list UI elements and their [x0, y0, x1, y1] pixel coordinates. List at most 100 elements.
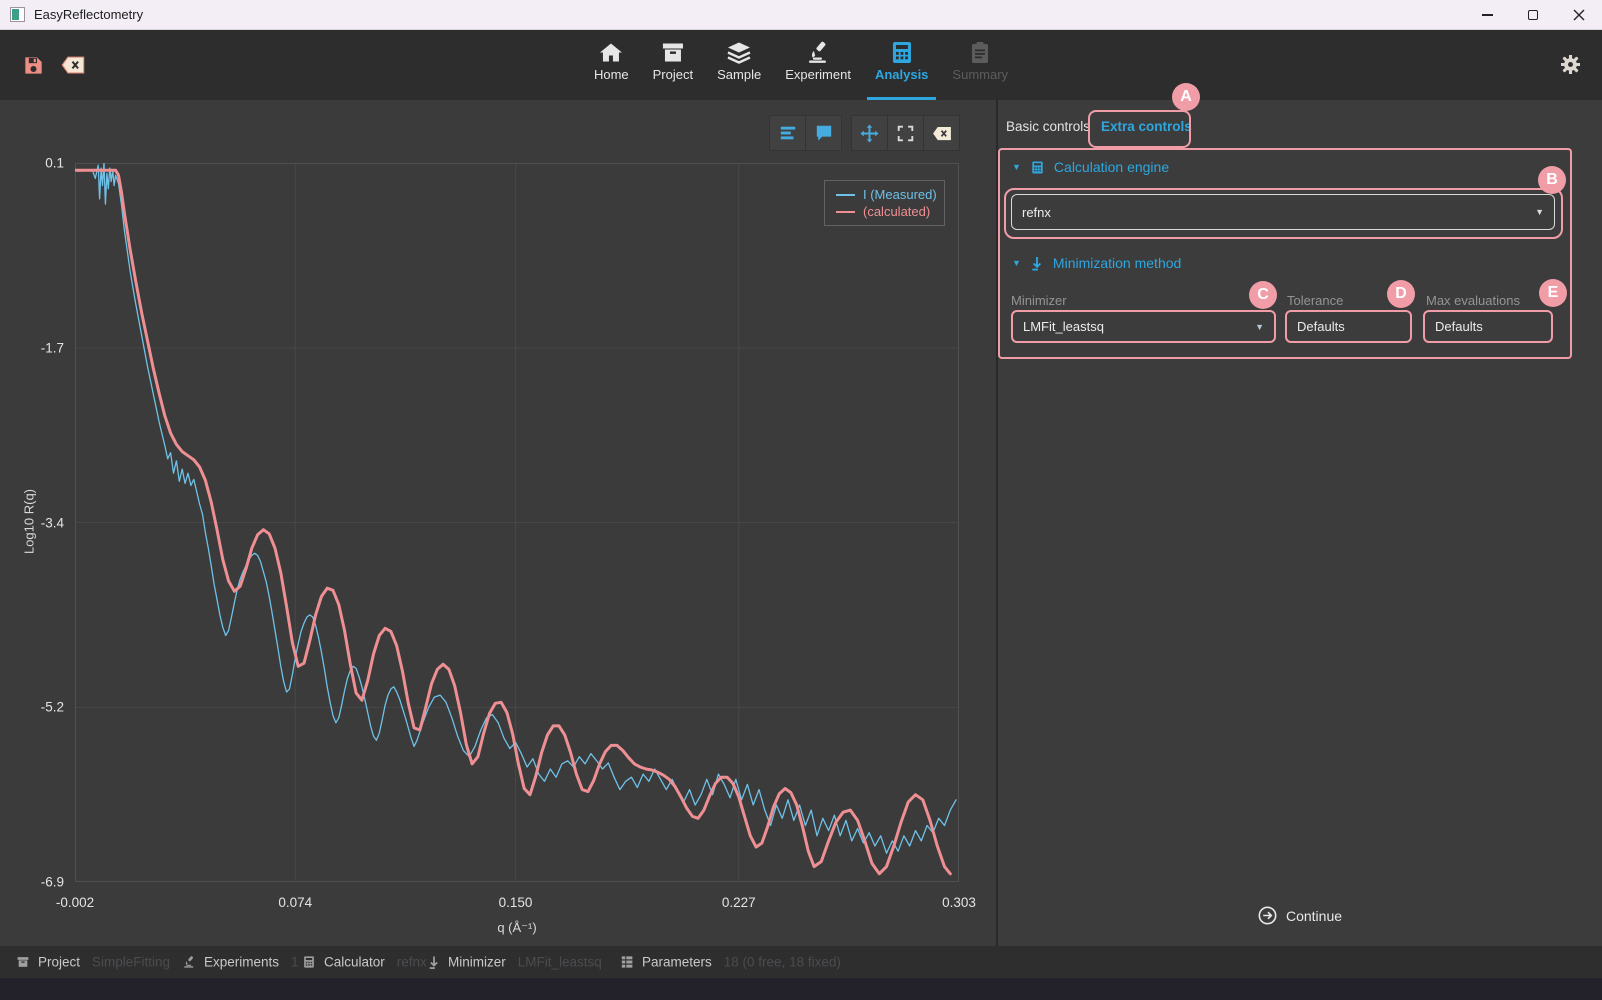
calculator-icon: [304, 956, 314, 968]
tab-sample[interactable]: Sample: [717, 41, 761, 82]
chart-panel: Log10 R(q) q (Å⁻¹) I (Measured) (calcula…: [0, 100, 996, 946]
legend-label: I (Measured): [863, 187, 937, 202]
x-tick-label: 0.074: [278, 895, 313, 910]
tab-analysis[interactable]: Analysis: [866, 41, 937, 100]
microscope-icon: [809, 41, 827, 63]
settings-button[interactable]: [1560, 54, 1581, 79]
home-icon: [600, 43, 623, 62]
tolerance-input[interactable]: Defaults: [1285, 310, 1412, 343]
tolerance-label: Tolerance: [1287, 293, 1344, 308]
calculated-line-swatch: [836, 210, 855, 213]
minimize-button[interactable]: [1464, 0, 1510, 29]
nav-label: Experiment: [785, 67, 851, 82]
calculation-engine-header[interactable]: ▼ Calculation engine: [1012, 159, 1169, 175]
status-label: Calculator: [324, 954, 385, 970]
status-experiments[interactable]: Experiments 1: [182, 955, 299, 970]
tab-experiment[interactable]: Experiment: [785, 41, 851, 82]
selected-engine: refnx: [1022, 204, 1051, 220]
window-bottom-edge: [0, 978, 1602, 1000]
app-icon: [10, 7, 25, 22]
nav-label: Analysis: [874, 67, 929, 82]
annotation-badge-b: B: [1538, 166, 1566, 194]
plot-toolbar: [769, 115, 960, 151]
max-evaluations-input[interactable]: Defaults: [1423, 310, 1553, 343]
main-toolbar: Home Project Sample Experiment: [0, 30, 1602, 100]
status-label: Project: [38, 954, 81, 970]
continue-label: Continue: [1285, 907, 1343, 924]
status-value: 18 (0 free, 18 fixed): [723, 954, 841, 970]
project-box-icon: [17, 957, 29, 967]
status-project[interactable]: Project SimpleFitting: [16, 955, 170, 970]
minimize-icon: [1481, 13, 1493, 16]
legend-item-calculated[interactable]: (calculated): [836, 204, 944, 219]
clear-axes-button[interactable]: [923, 115, 960, 151]
reflectivity-plot[interactable]: [75, 163, 959, 882]
close-icon: [1573, 9, 1585, 20]
comment-icon: [816, 125, 831, 141]
tab-home[interactable]: Home: [594, 41, 629, 82]
tab-project[interactable]: Project: [653, 41, 693, 82]
tab-extra-controls[interactable]: Extra controls: [1101, 119, 1192, 134]
legend-item-measured[interactable]: I (Measured): [836, 187, 944, 202]
chevron-down-icon: ▼: [1012, 258, 1021, 268]
tab-basic-controls[interactable]: Basic controls: [1006, 119, 1091, 134]
max-evaluations-label: Max evaluations: [1426, 293, 1520, 308]
window-title: EasyReflectometry: [34, 7, 144, 22]
minimizer-select[interactable]: LMFit_leastsq ▼: [1011, 310, 1276, 343]
arrow-right-circle-icon: [1258, 906, 1277, 925]
y-tick-label: -5.2: [40, 699, 64, 715]
clear-axes-icon: [932, 126, 951, 140]
y-tick-label: -1.7: [40, 340, 64, 356]
annotation-badge-c: C: [1249, 281, 1277, 309]
chevron-down-icon: ▼: [1012, 162, 1021, 172]
traces-button[interactable]: [769, 115, 806, 151]
status-parameters[interactable]: Parameters 18 (0 free, 18 fixed): [620, 955, 841, 970]
tab-summary: Summary: [952, 41, 1008, 82]
calculator-icon: [892, 42, 911, 63]
status-bar: Project SimpleFitting Experiments 1 Calc…: [0, 946, 1602, 978]
y-tick-label: 0.1: [45, 155, 64, 171]
max-evaluations-value: Defaults: [1435, 319, 1483, 334]
clipboard-icon: [972, 42, 989, 63]
measured-line-swatch: [836, 193, 855, 196]
gear-icon: [1560, 54, 1581, 75]
close-button[interactable]: [1556, 0, 1602, 29]
x-tick-label: 0.227: [721, 895, 756, 910]
calculation-engine-select[interactable]: refnx ▼: [1011, 194, 1555, 230]
continue-button[interactable]: Continue: [998, 906, 1602, 925]
section-title: Calculation engine: [1053, 159, 1170, 175]
maximize-button[interactable]: [1510, 0, 1556, 29]
clear-icon: [61, 56, 85, 74]
x-tick-label: 0.150: [498, 895, 533, 910]
plot-legend: I (Measured) (calculated): [824, 180, 945, 226]
project-box-icon: [662, 43, 683, 62]
parameters-table-icon: [621, 956, 633, 968]
minimizer-arrow-icon: [429, 956, 438, 969]
maximize-icon: [1528, 9, 1538, 20]
status-label: Parameters: [642, 954, 712, 970]
nav-label: Summary: [952, 67, 1009, 82]
annotation-badge-a: A: [1172, 83, 1200, 111]
fullscreen-icon: [897, 125, 914, 141]
tolerance-value: Defaults: [1297, 319, 1345, 334]
status-value: 1: [291, 954, 299, 970]
save-button[interactable]: [20, 53, 46, 77]
comment-button[interactable]: [805, 115, 842, 151]
chevron-down-icon: ▼: [1535, 207, 1544, 217]
y-tick-label: -3.4: [40, 515, 64, 530]
controls-panel: Basic controls Extra controls ▼ Calculat…: [996, 100, 1602, 946]
status-calculator[interactable]: Calculator refnx: [302, 955, 427, 970]
minimization-method-header[interactable]: ▼ Minimization method: [1012, 255, 1181, 271]
title-bar: EasyReflectometry: [0, 0, 1602, 30]
nav-label: Project: [652, 67, 694, 82]
legend-label: (calculated): [863, 204, 931, 219]
fullscreen-button[interactable]: [887, 115, 924, 151]
section-title: Minimization method: [1052, 255, 1182, 271]
pan-button[interactable]: [851, 115, 888, 151]
selected-minimizer: LMFit_leastsq: [1023, 319, 1104, 334]
reset-project-button[interactable]: [60, 53, 86, 77]
status-minimizer[interactable]: Minimizer LMFit_leastsq: [428, 955, 602, 970]
y-tick-label: -6.9: [40, 874, 64, 890]
status-label: Experiments: [204, 954, 280, 970]
minimizer-label: Minimizer: [1011, 293, 1067, 308]
